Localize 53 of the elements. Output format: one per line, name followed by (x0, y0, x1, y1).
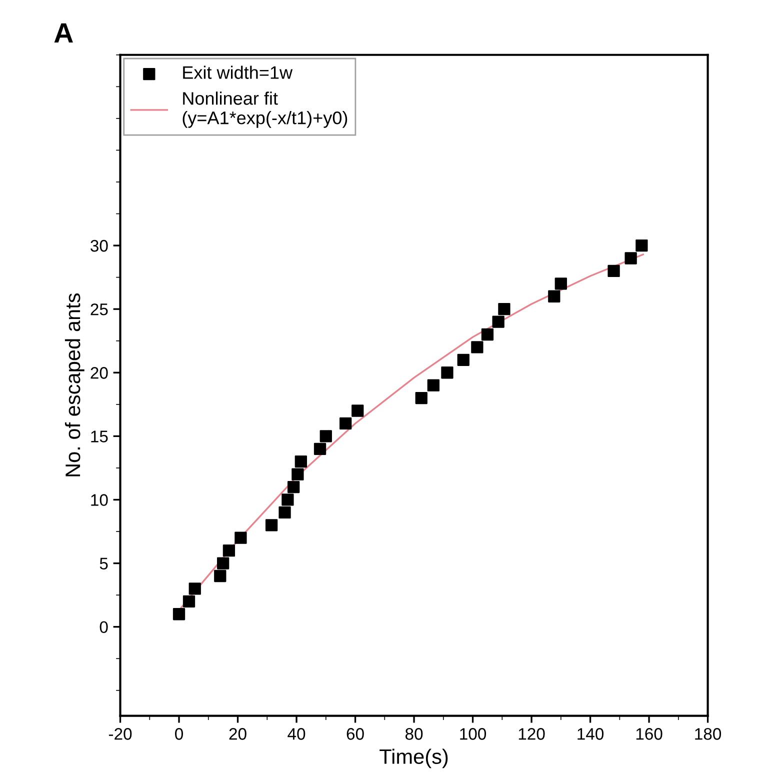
point (608, 264, 620, 278)
point (498, 303, 510, 316)
y-tick-label: 0 (100, 621, 108, 634)
point (234, 532, 247, 544)
point (427, 379, 440, 392)
point (415, 392, 428, 404)
point (320, 430, 332, 442)
point (492, 316, 504, 328)
x-tick-label: 120 (518, 728, 545, 740)
x-tick-label: 180 (695, 728, 722, 740)
point (314, 442, 326, 455)
point (481, 328, 494, 341)
y-axis-title: No. of escaped ants (64, 293, 84, 476)
point (282, 494, 294, 506)
x-tick-label: -20 (108, 728, 132, 740)
point (624, 252, 637, 264)
y-tick-label: 15 (91, 430, 108, 442)
x-tick-label: 100 (460, 728, 486, 740)
x-tick-label: 80 (405, 728, 423, 740)
y-tick-label: 25 (90, 303, 108, 316)
point (457, 354, 470, 366)
y-tick-label: 10 (91, 494, 108, 506)
point (340, 417, 352, 430)
point (554, 278, 567, 290)
point (217, 557, 230, 570)
point (172, 608, 186, 620)
y-tick-label: 20 (90, 367, 108, 379)
point (471, 341, 484, 354)
y-tick-label: 5 (100, 558, 108, 570)
point (288, 480, 300, 494)
x-tick-label: 160 (636, 728, 662, 740)
x-axis-title: Time(s) (380, 748, 448, 768)
point (265, 519, 278, 532)
point (352, 404, 364, 417)
x-tick-label: 40 (288, 728, 306, 740)
legend-label: Exit width=1w (183, 66, 293, 79)
x-tick-label: 0 (175, 728, 183, 740)
x-tick-label: 140 (578, 728, 604, 740)
point (292, 468, 304, 480)
point (222, 544, 236, 557)
point (441, 366, 454, 379)
point (636, 239, 648, 252)
point (278, 506, 291, 519)
point (294, 456, 307, 468)
point (548, 290, 560, 302)
x-tick-label: 60 (346, 728, 364, 740)
legend-label: Nonlinear fit (y=A1*exp(-x/t1)+y0) (182, 92, 348, 128)
point (188, 582, 201, 595)
text: A (54, 23, 73, 43)
y-tick-label: 30 (90, 240, 108, 252)
point (182, 595, 196, 608)
point (214, 570, 226, 582)
x-tick-label: 20 (229, 728, 246, 740)
